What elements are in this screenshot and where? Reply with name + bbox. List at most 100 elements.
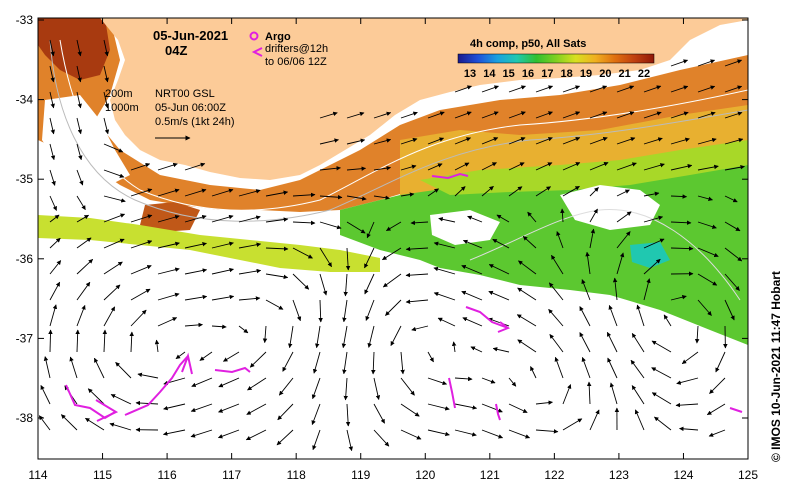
current-arrow [508,429,531,439]
isobath-1000m [49,39,748,222]
current-arrow [211,294,235,301]
current-arrow [223,351,240,362]
current-arrow [346,195,367,201]
sst-green-yellow [420,140,748,195]
current-arrow [76,195,86,211]
current-arrow [481,377,496,384]
current-arrow [697,59,716,67]
current-arrow [49,237,61,249]
current-arrow [130,265,152,275]
current-arrow [630,359,645,379]
y-axis: -33 -34 -35 -36 -37 -38 [16,13,748,425]
current-arrow [110,394,132,405]
current-arrow [49,260,62,275]
current-arrow [581,356,591,379]
current-arrow [238,189,261,197]
current-arrow [562,162,581,171]
current-arrow [670,137,690,145]
current-arrow [365,299,375,321]
argo-icon [249,31,259,41]
colorbar-tick-label: 17 [541,68,553,80]
colorbar-tick-label: 21 [619,68,631,80]
current-arrow [589,136,608,145]
current-arrow [60,414,78,431]
current-arrow [562,185,580,197]
current-arrow [616,189,630,197]
current-arrow [265,190,289,197]
current-arrow [670,85,689,93]
current-arrow [49,117,55,135]
current-arrow [508,186,523,197]
current-arrow [49,143,56,161]
currents-product: NRT00 GSL [155,88,215,100]
current-arrow [157,317,178,327]
current-arrow [211,214,234,223]
current-arrow [715,351,726,373]
current-arrow [190,429,213,438]
current-arrow [461,290,483,301]
current-arrow [265,217,289,223]
current-arrow [527,211,537,223]
current-arrow [562,418,583,431]
current-arrow [427,163,443,171]
current-arrow [724,111,743,119]
y-tick-label: -36 [16,252,34,266]
current-arrow [697,137,717,145]
current-arrow [130,240,153,249]
current-arrow [103,306,116,327]
current-arrow [462,239,483,249]
current-arrow [382,273,402,288]
current-arrow [184,188,207,197]
colorbar-tick-label: 18 [561,68,573,80]
current-arrow [265,246,289,252]
current-arrow [238,296,261,301]
colorbar [457,53,655,64]
current-arrow [346,166,367,171]
current-arrow [217,429,240,439]
current-arrow [724,85,743,93]
current-arrow [390,325,402,347]
current-arrow [373,377,381,400]
current-arrow [87,388,105,405]
current-arrow [346,111,365,119]
current-arrow [76,258,94,275]
current-arrow [530,366,537,379]
current-arrow [76,214,89,223]
current-arrow [103,39,109,57]
y-tick-label: -34 [16,93,34,107]
current-arrow [366,221,375,239]
current-arrow [508,403,528,413]
current-arrow [481,111,499,119]
colorbar-title: 4h comp, p50, All Sats [470,38,586,50]
current-arrow [643,163,665,171]
current-arrow [319,221,342,230]
current-arrow [191,377,213,387]
current-arrow [130,288,151,301]
sst-hot-patch-2 [140,202,200,232]
current-arrow [461,264,483,275]
current-arrow [535,400,553,405]
colorbar-tick-label: 19 [580,68,592,80]
current-arrow [697,164,719,171]
y-tick-label: -38 [16,411,34,425]
current-arrow [535,85,554,93]
current-arrow [454,186,466,197]
current-arrow [76,143,83,161]
current-arrow [157,292,180,301]
current-arrow [581,279,591,301]
current-arrow [724,273,740,291]
x-axis: 114 115 116 117 118 119 120 121 122 123 124 125 [28,18,758,482]
current-arrow [518,260,537,275]
current-arrow [636,304,645,327]
current-arrow [76,237,92,249]
current-arrow [103,284,121,301]
current-arrow [373,403,385,424]
current-arrow [292,220,316,226]
current-arrow [556,231,564,249]
current-arrow [115,361,132,379]
current-arrow [76,91,82,109]
current-arrow [679,426,699,432]
current-arrow [130,309,147,327]
current-arrow [589,409,600,431]
